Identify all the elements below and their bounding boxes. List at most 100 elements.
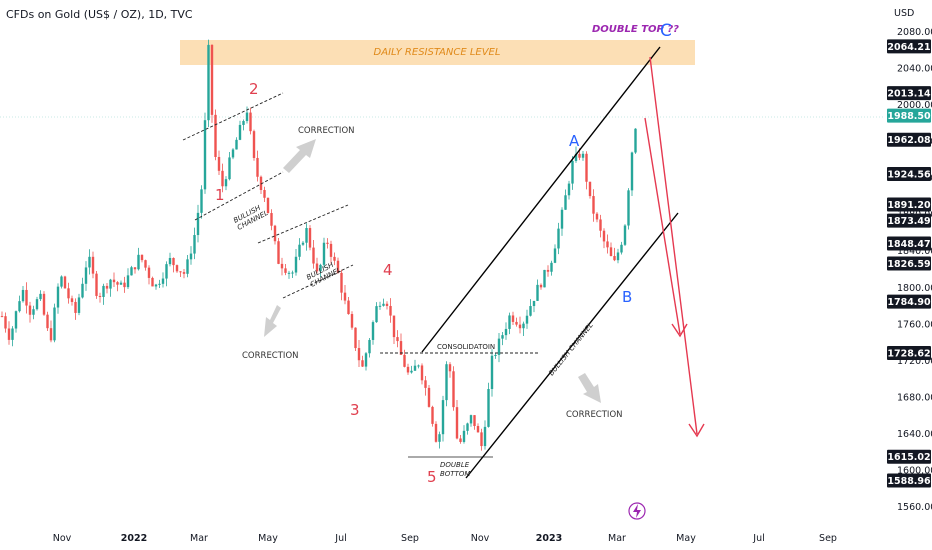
- candle: [42, 291, 46, 316]
- candle: [473, 415, 476, 430]
- svg-text:1988.50: 1988.50: [887, 111, 931, 122]
- candle: [291, 270, 294, 278]
- candle: [319, 263, 322, 278]
- candle: [35, 296, 39, 311]
- candle: [368, 337, 371, 358]
- candle: [560, 207, 564, 236]
- candle: [557, 222, 560, 255]
- candle: [277, 238, 280, 265]
- candle: [336, 257, 340, 274]
- svg-text:1826.59: 1826.59: [887, 259, 930, 270]
- candle: [441, 395, 445, 442]
- x-tick-label: 2023: [536, 533, 562, 544]
- candle: [581, 150, 585, 161]
- candle: [466, 422, 469, 435]
- y-tick-label: 1640.00: [897, 429, 932, 440]
- correction-label-2: CORRECTION: [242, 351, 299, 361]
- candle: [518, 316, 522, 334]
- candle: [217, 150, 221, 175]
- candle: [602, 228, 606, 249]
- candle: [91, 251, 95, 279]
- candle: [364, 351, 368, 371]
- channel-upper-line: [421, 46, 661, 353]
- candle: [525, 309, 529, 329]
- candle: [189, 246, 193, 265]
- candle: [63, 275, 67, 289]
- candle: [427, 384, 431, 408]
- candle: [298, 238, 301, 261]
- candle: [445, 361, 448, 407]
- candle: [588, 181, 592, 199]
- candle: [543, 269, 546, 288]
- correction-label-1: CORRECTION: [298, 126, 355, 136]
- candle: [308, 225, 312, 251]
- candle: [553, 244, 557, 264]
- candle: [490, 349, 494, 397]
- candle: [49, 320, 53, 343]
- candle: [77, 293, 81, 316]
- candle: [32, 305, 35, 320]
- candle: [214, 109, 217, 161]
- wave-label-2: 2: [249, 80, 259, 98]
- candle: [280, 257, 284, 276]
- candle: [11, 326, 14, 347]
- candle: [221, 163, 224, 193]
- candle: [116, 281, 119, 292]
- candle: [511, 311, 515, 326]
- candle: [462, 425, 466, 444]
- candle: [371, 320, 375, 345]
- price-marker: 1728.62: [887, 345, 931, 360]
- lightning-icon[interactable]: [628, 502, 646, 520]
- y-tick-label: 2000.00: [897, 100, 932, 111]
- candle: [4, 312, 7, 333]
- candle: [616, 248, 620, 264]
- candle: [630, 151, 634, 197]
- candle: [497, 332, 501, 363]
- y-tick-label: 2080.00: [897, 27, 932, 38]
- svg-text:2013.14: 2013.14: [887, 89, 931, 100]
- candle: [270, 209, 273, 231]
- candle: [627, 188, 630, 230]
- candle: [434, 421, 438, 443]
- candle: [175, 264, 179, 273]
- candle: [585, 151, 588, 190]
- svg-text:1873.49: 1873.49: [887, 216, 930, 227]
- candle: [613, 247, 616, 262]
- svg-text:1962.08: 1962.08: [887, 135, 931, 146]
- candle: [95, 270, 98, 299]
- candle: [165, 261, 168, 287]
- candle: [147, 265, 151, 285]
- price-markers: 2064.21 2013.14 1988.50 1962.08 1924.56 1891.…: [887, 39, 931, 488]
- svg-text:1728.62: 1728.62: [887, 348, 930, 359]
- candle: [252, 129, 256, 161]
- candle: [144, 259, 147, 271]
- candle: [532, 300, 536, 313]
- bullish-channel-label-3: BULLISH CHANNEL: [547, 321, 594, 377]
- y-tick-label: 1760.00: [897, 319, 932, 330]
- time-axis[interactable]: Nov 2022 Mar May Jul Sep Nov 2023 Mar May Jul Sep: [53, 533, 837, 544]
- price-marker: 2064.21: [887, 39, 931, 54]
- candle: [410, 365, 413, 374]
- candle: [385, 301, 389, 310]
- candle: [154, 283, 158, 290]
- y-tick-label: 1800.00: [897, 283, 932, 294]
- candle: [448, 362, 452, 378]
- double-top-label: DOUBLE TOP ??: [592, 24, 679, 35]
- price-marker: 1924.56: [887, 166, 931, 181]
- candle: [102, 283, 105, 305]
- candle: [483, 420, 487, 450]
- x-tick-label: May: [676, 533, 696, 544]
- candle: [529, 299, 532, 317]
- x-tick-label: Nov: [471, 533, 490, 544]
- candle: [158, 279, 161, 288]
- candle: [249, 107, 252, 135]
- candle: [105, 282, 109, 294]
- candle: [21, 285, 25, 303]
- svg-text:2064.21: 2064.21: [887, 42, 930, 53]
- wave-label-3: 3: [350, 401, 360, 419]
- wave-label-5: 5: [427, 468, 437, 486]
- candle: [182, 269, 186, 279]
- candle: [504, 322, 508, 340]
- candle: [539, 283, 543, 290]
